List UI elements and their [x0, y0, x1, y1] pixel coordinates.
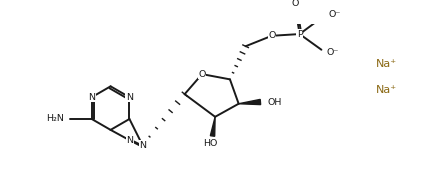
- Text: N: N: [126, 136, 133, 145]
- Text: O⁻: O⁻: [328, 10, 341, 18]
- Text: H₂N: H₂N: [46, 114, 64, 124]
- Polygon shape: [210, 117, 215, 136]
- Text: P: P: [297, 29, 302, 39]
- Polygon shape: [238, 99, 260, 105]
- Text: N: N: [126, 93, 133, 102]
- Text: Na⁺: Na⁺: [376, 59, 397, 69]
- Text: N: N: [88, 93, 95, 102]
- Text: N: N: [139, 141, 146, 150]
- Text: HO: HO: [203, 139, 218, 148]
- Text: Na⁺: Na⁺: [376, 85, 397, 95]
- Text: OH: OH: [267, 98, 282, 107]
- Text: O: O: [268, 31, 276, 40]
- Text: O: O: [198, 70, 206, 79]
- Text: O: O: [292, 0, 299, 8]
- Text: O⁻: O⁻: [327, 48, 339, 57]
